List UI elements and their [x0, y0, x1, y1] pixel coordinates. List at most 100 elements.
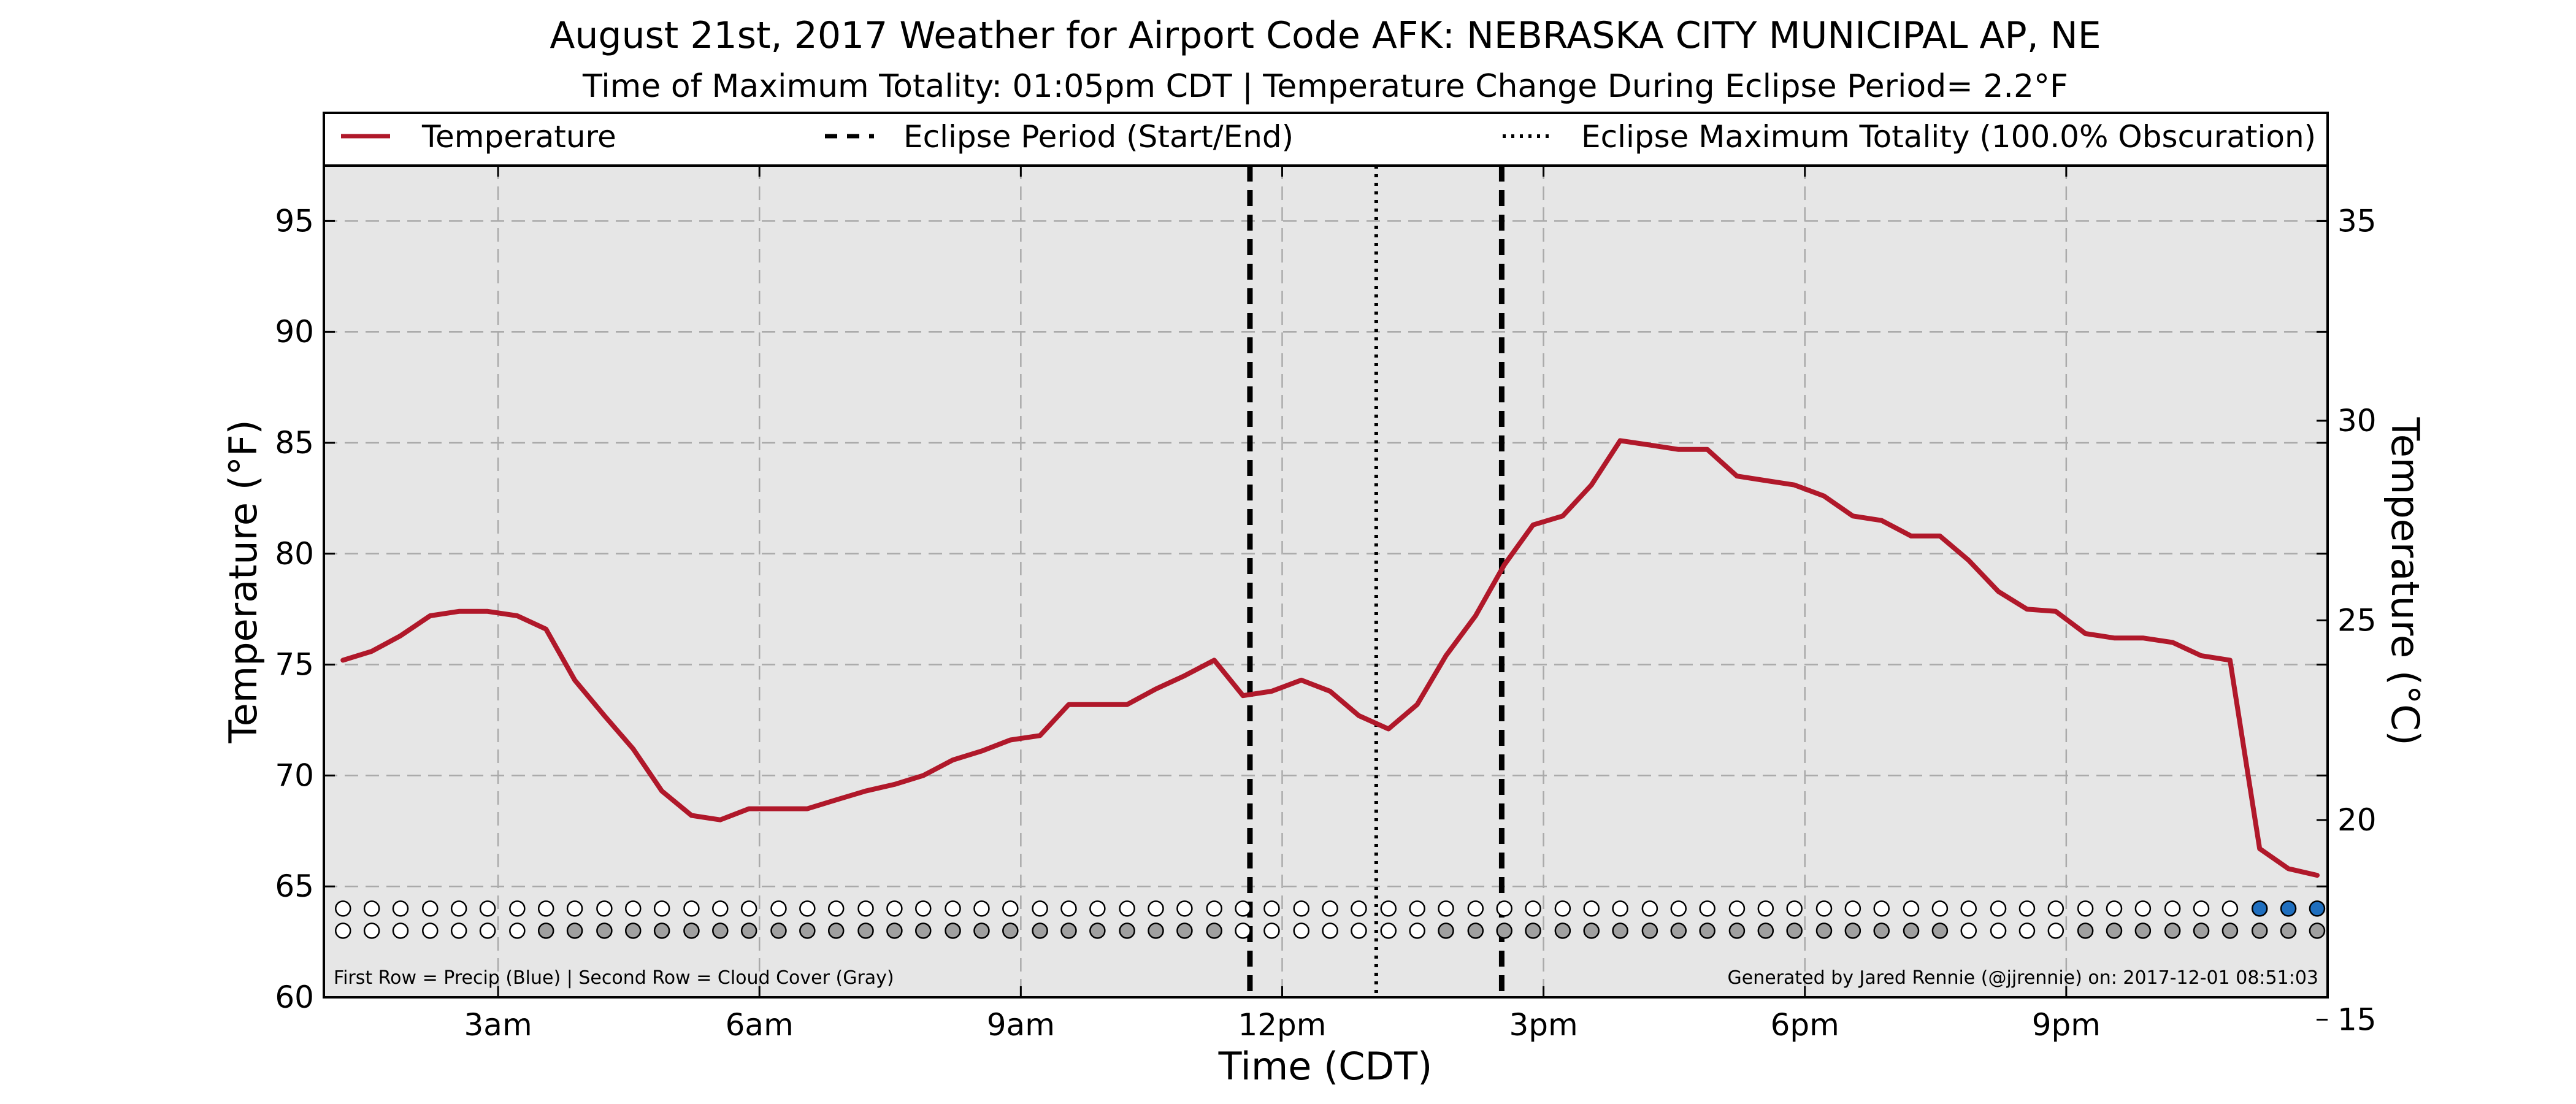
- precip-marker: [625, 900, 642, 917]
- y-tick-label: 60: [275, 979, 314, 1015]
- cloud-marker: [1641, 922, 1658, 939]
- precip-marker: [653, 900, 670, 917]
- grid-lines: [324, 166, 2328, 997]
- precip-marker: [945, 900, 961, 917]
- precip-marker: [2251, 900, 2268, 917]
- y-tick-label: 65: [275, 868, 314, 904]
- precip-marker: [509, 900, 526, 917]
- cloud-marker: [799, 922, 816, 939]
- precip-marker: [363, 900, 380, 917]
- cloud-marker: [1757, 922, 1774, 939]
- cloud-marker: [827, 922, 845, 939]
- cloud-marker: [1496, 922, 1512, 939]
- cloud-marker: [625, 922, 642, 939]
- cloud-marker: [1293, 922, 1309, 939]
- precip-marker: [566, 900, 583, 917]
- cloud-marker: [1960, 922, 1977, 939]
- y-right-tick-label: 20: [2337, 802, 2377, 838]
- precip-marker: [2047, 900, 2064, 917]
- precip-marker: [2134, 900, 2152, 917]
- cloud-marker: [2134, 922, 2152, 939]
- cloud-marker: [1903, 922, 1920, 939]
- temperature-line: [340, 438, 2320, 878]
- cloud-marker: [1148, 922, 1164, 939]
- precip-marker: [683, 900, 700, 917]
- precip-marker: [740, 900, 757, 917]
- x-tick-label: 9am: [987, 1007, 1055, 1043]
- precip-marker: [857, 900, 874, 917]
- chart-subtitle: Time of Maximum Totality: 01:05pm CDT | …: [582, 68, 2068, 105]
- precip-marker: [1263, 900, 1280, 917]
- y-right-tick-label: 35: [2337, 203, 2377, 239]
- legend-max-totality-label: Eclipse Maximum Totality (100.0% Obscura…: [1581, 119, 2316, 155]
- precip-marker: [1438, 900, 1454, 917]
- precip-marker: [450, 900, 467, 917]
- cloud-marker: [1351, 922, 1367, 939]
- precip-marker: [422, 900, 439, 917]
- precip-marker: [1699, 900, 1715, 917]
- cloud-marker: [1583, 922, 1600, 939]
- chart-title: August 21st, 2017 Weather for Airport Co…: [550, 14, 2101, 57]
- precip-marker: [1380, 900, 1397, 917]
- x-tick-label: 12pm: [1238, 1007, 1326, 1043]
- precip-marker: [479, 900, 496, 917]
- cloud-marker: [392, 922, 409, 939]
- cloud-marker: [1409, 922, 1425, 939]
- precip-marker: [1235, 900, 1251, 917]
- precip-marker: [537, 900, 554, 917]
- cloud-marker: [363, 922, 380, 939]
- cloud-marker: [1206, 922, 1222, 939]
- cloud-marker: [1438, 922, 1454, 939]
- cloud-marker: [479, 922, 496, 939]
- y-tick-label: 70: [275, 757, 314, 793]
- precip-marker: [392, 900, 409, 917]
- cloud-marker: [1119, 922, 1135, 939]
- cloud-marker: [1235, 922, 1251, 939]
- cloud-marker: [1786, 922, 1803, 939]
- cloud-marker: [2280, 922, 2297, 939]
- cloud-marker: [450, 922, 467, 939]
- precip-marker: [1496, 900, 1512, 917]
- precip-marker: [2221, 900, 2239, 917]
- x-tick-label: 6am: [726, 1007, 794, 1043]
- cloud-marker: [712, 922, 729, 939]
- precip-marker: [1554, 900, 1571, 917]
- precip-marker: [799, 900, 816, 917]
- precip-marker: [1032, 900, 1048, 917]
- cloud-marker: [973, 922, 990, 939]
- precip-marker: [2193, 900, 2210, 917]
- temperature-series: [340, 438, 2320, 878]
- x-tick-label: 9pm: [2032, 1007, 2101, 1043]
- cloud-marker: [2309, 922, 2326, 939]
- precip-marker: [1002, 900, 1019, 917]
- precip-marker: [1670, 900, 1687, 917]
- precip-marker: [1351, 900, 1367, 917]
- cloud-marker: [915, 922, 932, 939]
- precip-marker: [1119, 900, 1135, 917]
- cloud-marker: [1990, 922, 2007, 939]
- cloud-marker: [2047, 922, 2064, 939]
- precip-marker: [1844, 900, 1861, 917]
- y-axis-label: Temperature (°F): [221, 420, 266, 743]
- legend-eclipse-period-label: Eclipse Period (Start/End): [903, 119, 1294, 155]
- x-tick-label: 3pm: [1509, 1007, 1577, 1043]
- precip-marker: [334, 900, 351, 917]
- precip-marker: [2280, 900, 2297, 917]
- precip-marker: [1148, 900, 1164, 917]
- precip-marker: [1206, 900, 1222, 917]
- precip-marker: [1641, 900, 1658, 917]
- precip-marker: [2309, 900, 2326, 917]
- cloud-marker: [740, 922, 757, 939]
- cloud-marker: [1931, 922, 1949, 939]
- cloud-marker: [653, 922, 670, 939]
- cloud-marker: [509, 922, 526, 939]
- cloud-marker: [1728, 922, 1746, 939]
- precip-marker: [596, 900, 613, 917]
- y-tick-label: 75: [275, 647, 314, 683]
- legend-box: [323, 112, 2329, 167]
- cloud-marker: [683, 922, 700, 939]
- cloud-marker: [537, 922, 554, 939]
- precip-marker: [1293, 900, 1309, 917]
- cloud-marker: [2077, 922, 2094, 939]
